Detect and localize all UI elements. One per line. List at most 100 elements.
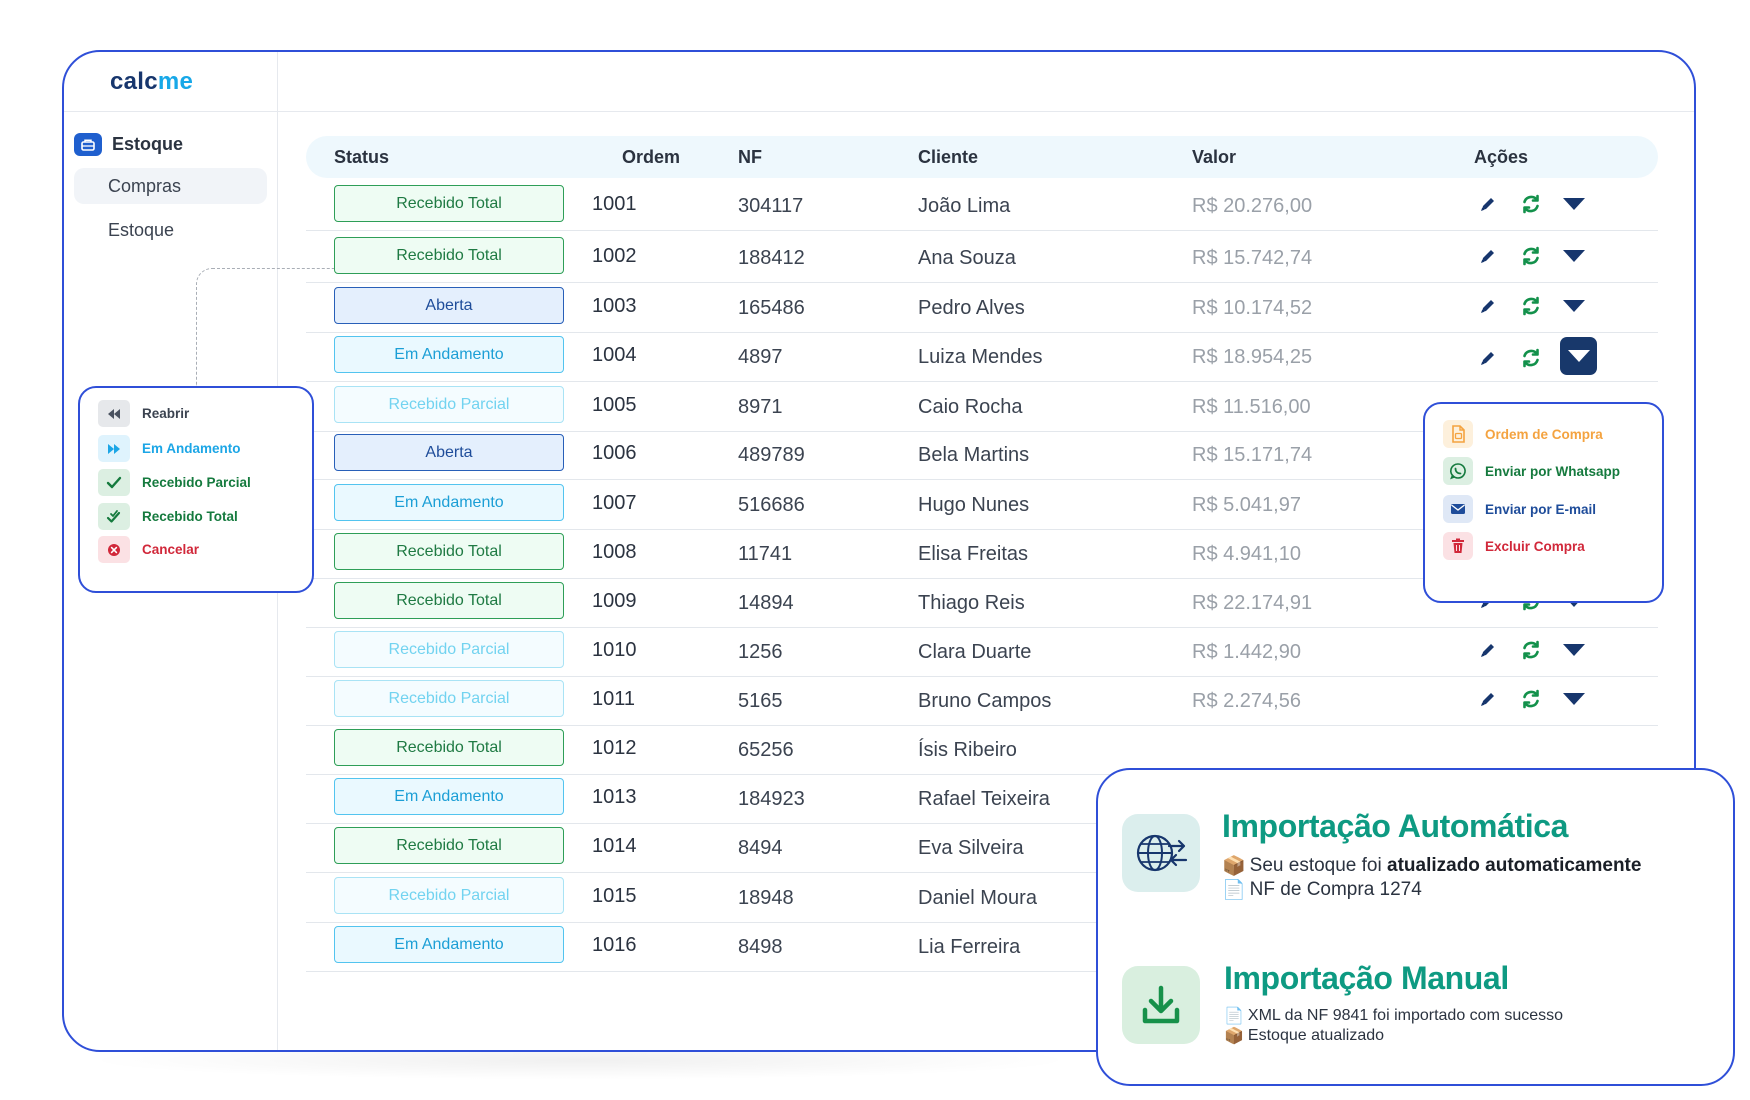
document-icon: 📄 [1222,880,1246,901]
status-menu-label: Recebido Total [142,509,238,524]
sidebar-item-compras[interactable]: Compras [74,168,267,204]
table-row[interactable]: Recebido Parcial 1011 5165 Bruno Campos R$ 2… [306,673,1658,726]
refresh-icon[interactable] [1517,685,1545,713]
valor-cell: R$ 2.274,56 [1192,690,1301,712]
actions-menu-item-enviar-por-e-mail[interactable]: Enviar por E-mail [1443,495,1596,523]
actions-menu-label: Ordem de Compra [1485,426,1603,442]
ordem-cell: 1002 [592,245,637,267]
status-badge[interactable]: Em Andamento [334,778,564,815]
ordem-cell: 1008 [592,541,637,563]
status-badge[interactable]: Em Andamento [334,926,564,963]
trash-icon [1443,532,1473,560]
status-badge[interactable]: Aberta [334,287,564,324]
status-badge[interactable]: Recebido Total [334,827,564,864]
edit-icon[interactable] [1474,685,1502,713]
manual-import-line2-text: Estoque atualizado [1247,1027,1385,1044]
header-valor[interactable]: Valor [1192,147,1237,167]
table-row[interactable]: Recebido Total 1008 11741 Elisa Freitas R$ 4… [306,526,1658,579]
table-row[interactable]: Recebido Total 1001 304117 João Lima R$ 20.2… [306,178,1658,231]
status-menu-item-cancelar[interactable]: Cancelar [98,536,199,563]
table-row[interactable]: Em Andamento 1016 8498 Lia Ferreira [306,919,1658,972]
status-badge[interactable]: Recebido Total [334,185,564,222]
status-badge[interactable]: Recebido Parcial [334,680,564,717]
nf-cell: 4897 [738,346,783,368]
cliente-cell: Ana Souza [918,247,1016,269]
globe-import-icon [1122,814,1200,892]
refresh-icon[interactable] [1517,190,1545,218]
table-row[interactable]: Aberta 1003 165486 Pedro Alves R$ 10.174,52 [306,280,1658,333]
refresh-icon[interactable] [1517,636,1545,664]
table-row[interactable]: Em Andamento 1013 184923 Rafael Teixeira [306,771,1658,824]
package-icon: 📦 [1222,856,1246,877]
status-menu-item-recebido-parcial[interactable]: Recebido Parcial [98,469,251,496]
status-menu-item-recebido-total[interactable]: Recebido Total [98,503,238,530]
cliente-cell: João Lima [918,195,1011,217]
status-badge[interactable]: Em Andamento [334,336,564,373]
table-row[interactable]: Recebido Total 1002 188412 Ana Souza R$ 15.7… [306,230,1658,283]
ordem-cell: 1016 [592,934,637,956]
refresh-icon[interactable] [1517,292,1545,320]
actions-menu-item-excluir-compra[interactable]: Excluir Compra [1443,532,1585,560]
actions-menu-label: Excluir Compra [1485,538,1585,554]
header-nf[interactable]: NF [738,147,762,167]
actions-menu-item-enviar-por-whatsapp[interactable]: Enviar por Whatsapp [1443,457,1620,485]
cliente-cell: Luiza Mendes [918,346,1043,368]
manual-import-title: Importação Manual [1224,960,1509,996]
status-badge[interactable]: Recebido Parcial [334,386,564,423]
nav-section-estoque[interactable]: Estoque [74,133,277,156]
status-badge[interactable]: Recebido Total [334,533,564,570]
status-menu-item-reabrir[interactable]: Reabrir [98,400,189,427]
package-icon: 📦 [1224,1028,1244,1045]
status-badge[interactable]: Recebido Parcial [334,631,564,668]
table-row[interactable]: Recebido Parcial 1005 8971 Caio Rocha R$ 11.… [306,379,1658,432]
status-menu-item-em-andamento[interactable]: Em Andamento [98,435,241,462]
sidebar-item-estoque[interactable]: Estoque [108,220,175,240]
table-row[interactable]: Aberta 1006 489789 Bela Martins R$ 15.171,74 [306,427,1658,480]
refresh-icon[interactable] [1517,344,1545,372]
caret-down-icon[interactable] [1560,292,1588,320]
edit-icon[interactable] [1474,344,1502,372]
status-badge[interactable]: Em Andamento [334,484,564,521]
caret-down-icon[interactable] [1560,337,1597,375]
header-status[interactable]: Status [334,147,390,167]
edit-icon[interactable] [1474,190,1502,218]
status-badge[interactable]: Recebido Total [334,237,564,274]
manual-import-line1-text: XML da NF 9841 foi importado com sucesso [1247,1007,1564,1024]
table-row[interactable]: Em Andamento 1004 4897 Luiza Mendes R$ 18.95… [306,329,1658,382]
nf-cell: 5165 [738,690,783,712]
app-logo[interactable]: calcme [110,68,193,96]
actions-menu-label: Enviar por Whatsapp [1485,463,1621,479]
caret-down-icon[interactable] [1560,190,1588,218]
cliente-cell: Pedro Alves [918,297,1025,319]
status-badge[interactable]: Aberta [334,434,564,471]
edit-icon[interactable] [1474,242,1502,270]
caret-down-icon[interactable] [1560,685,1588,713]
cliente-cell: Rafael Teixeira [918,788,1050,810]
auto-import-line2: 📄 NF de Compra 1274 [1222,878,1422,902]
status-menu-connector [196,268,334,386]
sidebar: calcme Estoque Compras Estoque [64,52,278,1050]
auto-import-line1-text: Seu estoque foi [1249,855,1382,876]
table-row[interactable]: Em Andamento 1007 516686 Hugo Nunes R$ 5.041… [306,477,1658,530]
actions-menu-item-ordem-de-compra[interactable]: Ordem de Compra [1443,420,1603,448]
cliente-cell: Hugo Nunes [918,494,1030,516]
ordem-cell: 1010 [592,639,637,661]
caret-down-icon[interactable] [1560,636,1588,664]
valor-cell: R$ 11.516,00 [1192,396,1311,418]
status-badge[interactable]: Recebido Parcial [334,877,564,914]
edit-icon[interactable] [1474,636,1502,664]
status-badge[interactable]: Recebido Total [334,729,564,766]
header-cliente[interactable]: Cliente [918,147,979,167]
table-row[interactable]: Recebido Parcial 1015 18948 Daniel Moura [306,870,1658,923]
cliente-cell: Bruno Campos [918,690,1052,712]
table-row[interactable]: Recebido Total 1009 14894 Thiago Reis R$ 22.… [306,575,1658,628]
rewind-icon [98,400,130,427]
header-ordem[interactable]: Ordem [622,147,681,167]
table-row[interactable]: Recebido Parcial 1010 1256 Clara Duarte R$ 1… [306,624,1658,677]
table-row[interactable]: Recebido Total 1012 65256 Ísis Ribeiro [306,722,1658,775]
table-row[interactable]: Recebido Total 1014 8494 Eva Silveira [306,820,1658,873]
refresh-icon[interactable] [1517,242,1545,270]
status-badge[interactable]: Recebido Total [334,582,564,619]
caret-down-icon[interactable] [1560,242,1588,270]
edit-icon[interactable] [1474,292,1502,320]
